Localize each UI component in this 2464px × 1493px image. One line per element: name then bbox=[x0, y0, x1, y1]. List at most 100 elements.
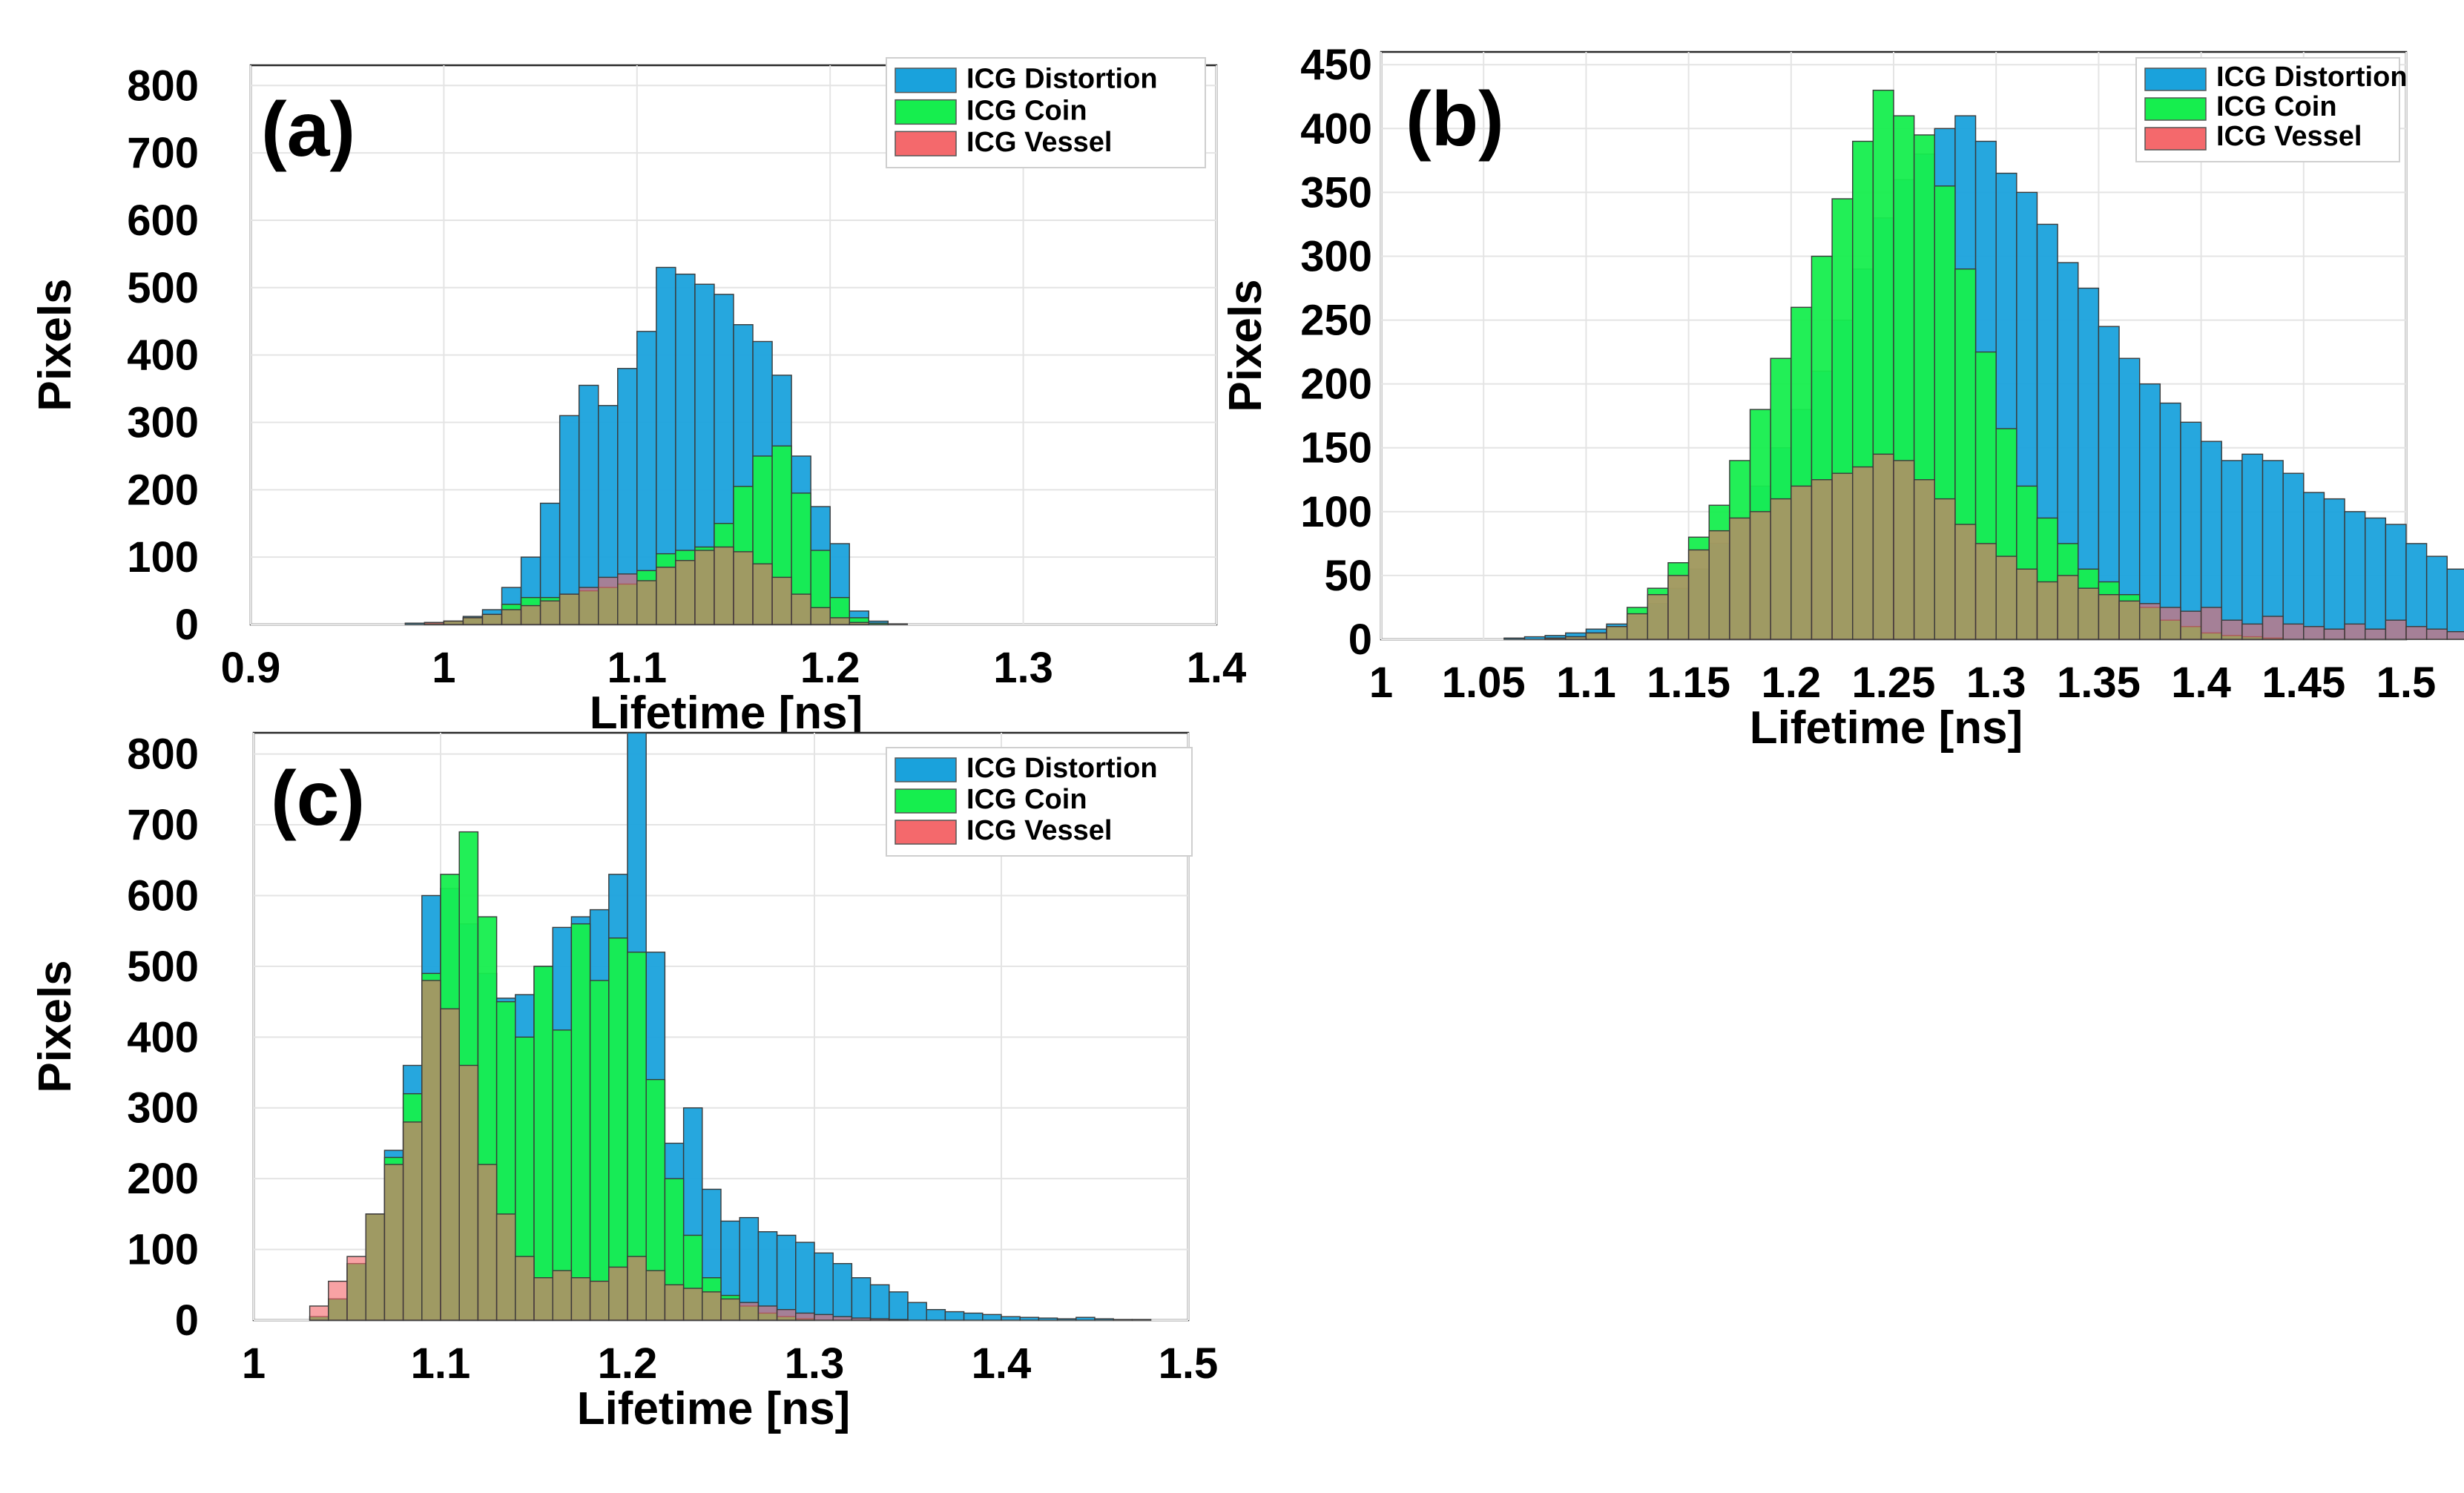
histogram-bar bbox=[2303, 626, 2325, 640]
histogram-bar bbox=[2221, 619, 2243, 640]
legend: ICG Distortion ICG Coin ICG Vessel bbox=[2135, 57, 2408, 162]
y-tick-label: 150 bbox=[1300, 424, 1372, 472]
y-tick-label: 300 bbox=[127, 1084, 199, 1133]
legend-entry-coin: ICG Coin bbox=[966, 95, 1087, 126]
histogram-bar bbox=[404, 622, 426, 625]
histogram-bar bbox=[2262, 460, 2284, 640]
histogram-bar bbox=[645, 1270, 666, 1321]
histogram-bar bbox=[907, 1302, 927, 1321]
legend-swatch-vessel bbox=[895, 820, 957, 845]
y-tick-label: 400 bbox=[127, 1013, 199, 1061]
histogram-bar bbox=[2365, 628, 2387, 640]
chart-panel-b: 0 50 100 150 200 250 300 350 400 450 1 1.05 1.1 1.15… bbox=[1220, 41, 2464, 754]
x-tick-label: 1.3 bbox=[1966, 659, 2026, 707]
histogram-bar bbox=[963, 1312, 984, 1321]
x-tick-label: 1.3 bbox=[993, 644, 1053, 692]
histogram-bar bbox=[889, 1319, 909, 1321]
y-tick-label: 600 bbox=[127, 871, 199, 920]
legend-entry-distortion: ICG Distortion bbox=[2216, 62, 2408, 93]
histogram-bar bbox=[1544, 637, 1567, 640]
histogram-bar bbox=[2221, 460, 2243, 640]
histogram-bar bbox=[365, 1213, 386, 1321]
histogram-bar bbox=[832, 1316, 853, 1321]
histogram-bar bbox=[1647, 594, 1669, 640]
histogram-bar bbox=[814, 1252, 834, 1321]
histogram-bar bbox=[1001, 1316, 1021, 1321]
histogram-bar bbox=[868, 622, 889, 625]
histogram-bar bbox=[383, 1164, 404, 1321]
series-icg-vessel bbox=[1544, 453, 2464, 640]
histogram-bar bbox=[1954, 524, 1977, 640]
histogram-bar bbox=[402, 1121, 423, 1321]
histogram-bar bbox=[2344, 511, 2366, 640]
y-tick-label: 500 bbox=[127, 943, 199, 991]
histogram-bar bbox=[1811, 479, 1833, 640]
legend-swatch-coin bbox=[895, 788, 957, 814]
histogram-bar bbox=[570, 923, 591, 1321]
histogram-bar bbox=[869, 1318, 890, 1321]
histogram-bar bbox=[795, 1312, 815, 1321]
histogram-bar bbox=[481, 613, 503, 625]
panel-label: (a) bbox=[261, 87, 355, 173]
histogram-bar bbox=[664, 1284, 685, 1321]
y-tick-label: 50 bbox=[1324, 552, 1372, 600]
histogram-bar bbox=[501, 609, 522, 625]
legend-swatch-coin bbox=[2144, 97, 2207, 121]
histogram-bar bbox=[1038, 1317, 1058, 1321]
histogram-bar bbox=[851, 1317, 872, 1321]
histogram-bar bbox=[1056, 1318, 1077, 1321]
histogram-bar bbox=[1131, 1319, 1152, 1321]
histogram-bar bbox=[694, 550, 715, 625]
x-tick-label: 1.4 bbox=[2171, 659, 2231, 707]
histogram-bar bbox=[869, 1284, 890, 1321]
histogram-bar bbox=[2282, 472, 2305, 640]
histogram-bar bbox=[1749, 511, 1771, 640]
legend-entry-distortion: ICG Distortion bbox=[966, 753, 1158, 784]
histogram-bar bbox=[849, 622, 869, 625]
histogram-bar bbox=[2159, 607, 2181, 640]
x-tick-label: 1.2 bbox=[800, 644, 860, 692]
x-tick-label: 1.05 bbox=[1442, 659, 1526, 707]
x-tick-label: 0.9 bbox=[221, 644, 281, 692]
panel-label: (b) bbox=[1406, 76, 1504, 162]
y-tick-label: 200 bbox=[1300, 360, 1372, 409]
histogram-bar bbox=[1974, 543, 1997, 640]
histogram-bar bbox=[424, 622, 445, 625]
histogram-bar bbox=[2385, 619, 2407, 640]
y-axis-label: Pixels bbox=[1220, 279, 1271, 412]
histogram-bar bbox=[2405, 543, 2428, 640]
y-tick-label: 0 bbox=[175, 601, 199, 649]
y-tick-label: 800 bbox=[127, 731, 199, 779]
histogram-bar bbox=[656, 567, 676, 625]
x-tick-label: 1.15 bbox=[1647, 659, 1730, 707]
legend-entry-coin: ICG Coin bbox=[2216, 91, 2337, 122]
histogram-bar bbox=[1831, 472, 1854, 640]
histogram-bar bbox=[2282, 623, 2305, 640]
x-axis-label: Lifetime [ns] bbox=[1750, 702, 2023, 754]
histogram-bar bbox=[2262, 616, 2284, 640]
y-tick-label: 300 bbox=[1300, 232, 1372, 280]
legend-swatch-vessel bbox=[2144, 127, 2207, 151]
x-tick-labels: 1 1.05 1.1 1.15 1.2 1.25 1.3 1.35 1.4 1.45 1.5 bbox=[1369, 659, 2436, 707]
y-tick-label: 200 bbox=[127, 1155, 199, 1203]
histogram-bar bbox=[2365, 517, 2387, 640]
histogram-bar bbox=[462, 617, 484, 625]
x-tick-labels: 1 1.1 1.2 1.3 1.4 1.5 bbox=[242, 1339, 1218, 1388]
histogram-bar bbox=[791, 593, 811, 625]
histogram-bar bbox=[1565, 636, 1587, 640]
histogram-bar bbox=[814, 1314, 834, 1321]
histogram-bar bbox=[1094, 1318, 1114, 1321]
histogram-bar bbox=[682, 1288, 703, 1321]
histogram-bar bbox=[1523, 636, 1546, 640]
y-tick-label: 700 bbox=[127, 129, 199, 177]
histogram-bar bbox=[771, 576, 792, 625]
histogram-bar bbox=[982, 1314, 1002, 1321]
histogram-bar bbox=[2241, 623, 2264, 640]
histogram-bar bbox=[1913, 479, 1935, 640]
histogram-bar bbox=[559, 593, 580, 625]
histogram-bar bbox=[810, 607, 831, 625]
x-axis-label: Lifetime [ns] bbox=[590, 688, 863, 739]
histogram-bar bbox=[702, 1291, 722, 1321]
histogram-bar bbox=[1791, 485, 1813, 640]
